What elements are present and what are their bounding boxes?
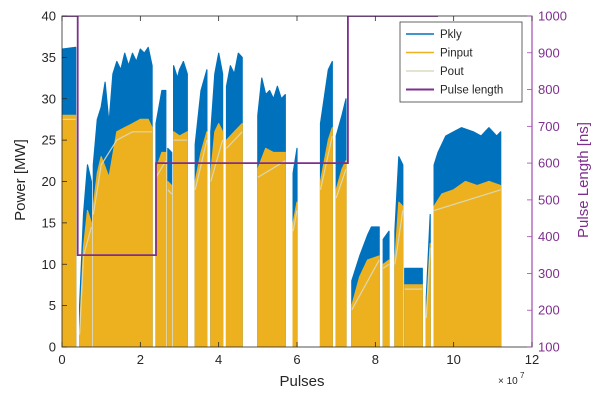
y-left-tick-label: 15 (42, 215, 56, 230)
pinput-segment (382, 259, 390, 347)
x-exponent-power: 7 (520, 371, 525, 380)
x-tick-label: 0 (58, 352, 65, 367)
legend-label: Pkly (440, 29, 462, 41)
pinput-segment (210, 123, 224, 347)
pulse-length-line (62, 16, 438, 256)
y-left-tick-label: 40 (42, 9, 56, 24)
y-right-tick-label: 600 (538, 156, 560, 171)
x-tick-label: 10 (446, 352, 460, 367)
y-left-tick-label: 30 (42, 91, 56, 106)
pout-segment (292, 210, 298, 232)
pinput-segment (194, 131, 208, 347)
pinput-segment (225, 123, 243, 347)
y-right-tick-label: 900 (538, 45, 560, 60)
pinput-segment (62, 114, 77, 347)
pinput-segment (257, 147, 286, 347)
x-tick-label: 4 (215, 352, 222, 367)
x-exponent: × 10 7 (498, 371, 525, 387)
y-left-tick-label: 10 (42, 257, 56, 272)
axes (61, 15, 533, 348)
pinput-segment (433, 180, 502, 347)
series-group (62, 16, 502, 347)
legend-label: Pout (440, 66, 464, 78)
y-axis-label-right: Pulse Length [ns] (575, 122, 592, 238)
pout-segment (351, 259, 380, 311)
pinput-segment (404, 284, 423, 347)
legend-label: Pinput (440, 48, 473, 60)
tick-labels: 0 2 4 6 8 10 12 0 5 10 15 20 25 30 35 40 100 200 300 400 500… (42, 9, 567, 368)
pinput-segment (292, 201, 298, 347)
pinput-segment (351, 255, 380, 347)
pout-segment (167, 189, 173, 195)
y-right-tick-label: 100 (538, 340, 560, 355)
y-left-tick-label: 0 (49, 340, 56, 355)
pout-segment (92, 131, 153, 215)
pout-segment (382, 263, 390, 269)
y-right-tick-label: 800 (538, 82, 560, 97)
pout-segment (335, 168, 347, 199)
y-right-tick-label: 300 (538, 266, 560, 281)
pinput-segment (319, 127, 333, 347)
pout-segment (425, 247, 431, 319)
legend: Pkly Pinput Pout Pulse length (399, 21, 523, 103)
pinput-segment (394, 201, 404, 347)
pinput-segment (155, 151, 167, 347)
pinput-segment (173, 131, 188, 347)
x-tick-label: 2 (137, 352, 144, 367)
pout-segment (394, 210, 404, 265)
pout-segment (226, 131, 243, 149)
x-exponent-base: × 10 (498, 376, 518, 387)
pout-segment (194, 139, 208, 190)
y-left-tick-label: 25 (42, 133, 56, 148)
y-right-tick-label: 500 (538, 192, 560, 207)
y-left-tick-label: 20 (42, 174, 56, 189)
y-left-tick-label: 5 (49, 298, 56, 313)
pout-segment (433, 189, 501, 212)
y-right-tick-label: 200 (538, 303, 560, 318)
pinput-segment (335, 160, 347, 347)
y-axis-label-left: Power [MW] (12, 139, 29, 221)
y-right-tick-label: 700 (538, 119, 560, 134)
pinput-segment (167, 180, 173, 347)
y-right-tick-label: 1000 (538, 9, 567, 24)
pout-segment (210, 139, 224, 182)
x-axis-label: Pulses (279, 373, 324, 390)
y-right-tick-label: 400 (538, 229, 560, 244)
pinput-segment (92, 118, 153, 347)
legend-label: Pulse length (440, 85, 503, 97)
x-tick-label: 6 (293, 352, 300, 367)
x-tick-label: 12 (525, 352, 539, 367)
y-left-tick-label: 35 (42, 50, 56, 65)
x-tick-label: 8 (372, 352, 379, 367)
